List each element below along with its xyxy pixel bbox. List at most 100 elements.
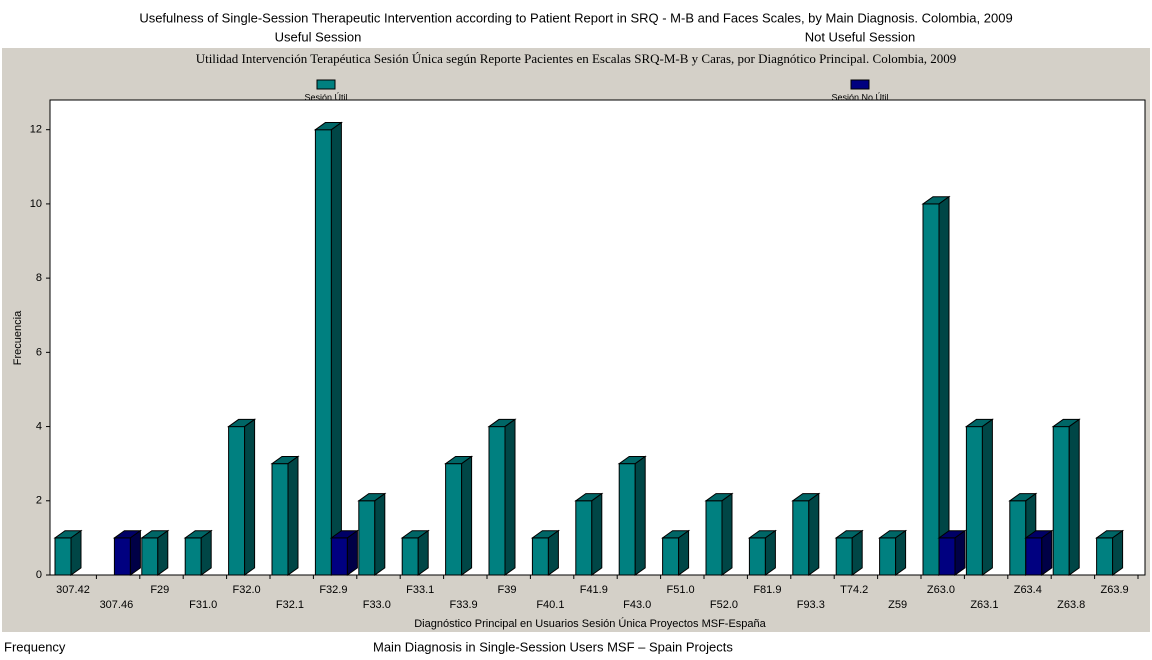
bar-front (271, 463, 289, 576)
bar-side (129, 529, 141, 576)
x-tick-label: F32.0 (233, 584, 261, 596)
bar-front (184, 537, 202, 576)
bar-front (662, 537, 680, 576)
x-tick-label: Z63.9 (1101, 584, 1129, 596)
bar-front (1025, 537, 1043, 576)
bar (53, 529, 83, 576)
bar-side (1068, 418, 1080, 576)
bar (400, 529, 430, 576)
x-tick-label: Z63.1 (970, 599, 998, 611)
y-tick-label: 2 (36, 495, 42, 507)
x-tick-label: 307.42 (56, 584, 90, 596)
bar-side (981, 418, 993, 576)
x-tick-label: Z59 (888, 599, 907, 611)
bar-front (922, 203, 940, 576)
bar-side (591, 492, 603, 576)
bar-side (634, 455, 646, 576)
bar-side (244, 418, 256, 576)
bar-front (618, 463, 636, 576)
bar-side (504, 418, 516, 576)
bar (937, 529, 967, 576)
bar-front (330, 537, 348, 576)
bar (140, 529, 170, 576)
bar-front (228, 426, 246, 576)
bar-front (575, 500, 593, 576)
bar-front (1096, 537, 1114, 576)
bar-side (200, 529, 212, 576)
bar-front (792, 500, 810, 576)
bar-front (401, 537, 419, 576)
bar-side (287, 455, 299, 576)
bar-side (764, 529, 776, 576)
bar-front (705, 500, 723, 576)
x-tick-label: F32.9 (319, 584, 347, 596)
bar-side (851, 529, 863, 576)
bar-side (678, 529, 690, 576)
y-tick-label: 6 (36, 346, 42, 358)
bar (112, 529, 142, 576)
x-tick-label: F33.1 (406, 584, 434, 596)
bar-side (461, 455, 473, 576)
y-tick-label: 4 (36, 420, 42, 432)
bar (617, 455, 647, 576)
bar-side (808, 492, 820, 576)
bar (227, 418, 257, 576)
bar-front (531, 537, 549, 576)
bar-front (113, 537, 131, 576)
bar-side (70, 529, 82, 576)
bar (329, 529, 359, 576)
bar (661, 529, 691, 576)
bar-side (954, 529, 966, 576)
bar (1095, 529, 1125, 576)
bar-front (835, 537, 853, 576)
bar-front (445, 463, 463, 576)
footer-y-label: Frequency (4, 639, 66, 654)
bar-front (314, 129, 332, 576)
header-not-useful: Not Useful Session (805, 29, 916, 44)
bar-front (879, 537, 897, 576)
bar-side (721, 492, 733, 576)
y-tick-label: 10 (30, 198, 42, 210)
bar-front (748, 537, 766, 576)
bar (444, 455, 474, 576)
legend-label: Sesión Útil (304, 92, 347, 102)
x-tick-label: F51.0 (667, 584, 695, 596)
x-tick-label: T74.2 (840, 584, 868, 596)
x-tick-label: F93.3 (797, 599, 825, 611)
bar (313, 121, 343, 576)
bar (183, 529, 213, 576)
bar (574, 492, 604, 576)
bar-front (965, 426, 983, 576)
bar (1024, 529, 1054, 576)
x-tick-label: F32.1 (276, 599, 304, 611)
x-tick-label: F43.0 (623, 599, 651, 611)
x-tick-label: F33.9 (450, 599, 478, 611)
bar-side (1041, 529, 1053, 576)
bar (921, 195, 951, 576)
bar (747, 529, 777, 576)
header-title: Usefulness of Single-Session Therapeutic… (139, 10, 1012, 25)
bar (704, 492, 734, 576)
x-tick-label: Z63.8 (1057, 599, 1085, 611)
x-tick-label: 307.46 (100, 599, 134, 611)
x-tick-label: F41.9 (580, 584, 608, 596)
bar (1051, 418, 1081, 576)
x-tick-label: F29 (150, 584, 169, 596)
bar-side (547, 529, 559, 576)
legend-swatch (850, 79, 870, 90)
bar-front (1052, 426, 1070, 576)
bar-front (54, 537, 72, 576)
x-axis-label: Diagnóstico Principal en Usuarios Sesión… (414, 617, 766, 630)
bar (878, 529, 908, 576)
x-tick-label: F33.0 (363, 599, 391, 611)
y-tick-label: 8 (36, 272, 42, 284)
x-tick-label: Z63.4 (1014, 584, 1042, 596)
chart-title: Utilidad Intervención Terapéutica Sesión… (196, 51, 957, 66)
bar-side (417, 529, 429, 576)
bar-side (895, 529, 907, 576)
header-useful: Useful Session (275, 29, 362, 44)
bar-front (141, 537, 159, 576)
bar-front (488, 426, 506, 576)
bar-side (330, 121, 342, 576)
